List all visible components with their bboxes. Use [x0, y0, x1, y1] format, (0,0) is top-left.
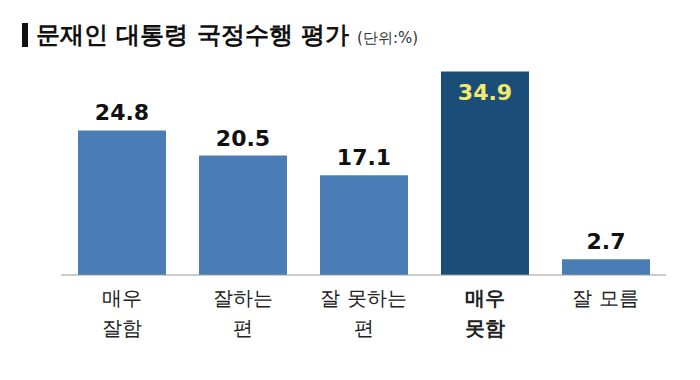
svg-text:20.5: 20.5 — [216, 126, 270, 151]
svg-text:매우: 매우 — [465, 286, 505, 310]
svg-text:잘하는: 잘하는 — [213, 286, 273, 310]
svg-text:편: 편 — [354, 316, 374, 340]
svg-text:편: 편 — [233, 316, 253, 340]
svg-text:잘 못하는: 잘 못하는 — [320, 286, 406, 310]
svg-text:2.7: 2.7 — [587, 229, 626, 254]
svg-text:매우: 매우 — [102, 286, 142, 310]
svg-text:잘 모름: 잘 모름 — [572, 286, 638, 310]
html-text:문재인 대통령 국정수행 평가 (단위:%): 문재인 대통령 국정수행 평가 (단위:%) — [36, 21, 419, 49]
svg-text:34.9: 34.9 — [458, 80, 512, 105]
svg-text:잘함: 잘함 — [102, 316, 142, 340]
svg-text:17.1: 17.1 — [337, 145, 391, 170]
svg-text:24.8: 24.8 — [95, 100, 149, 125]
svg-text:못함: 못함 — [465, 316, 505, 340]
